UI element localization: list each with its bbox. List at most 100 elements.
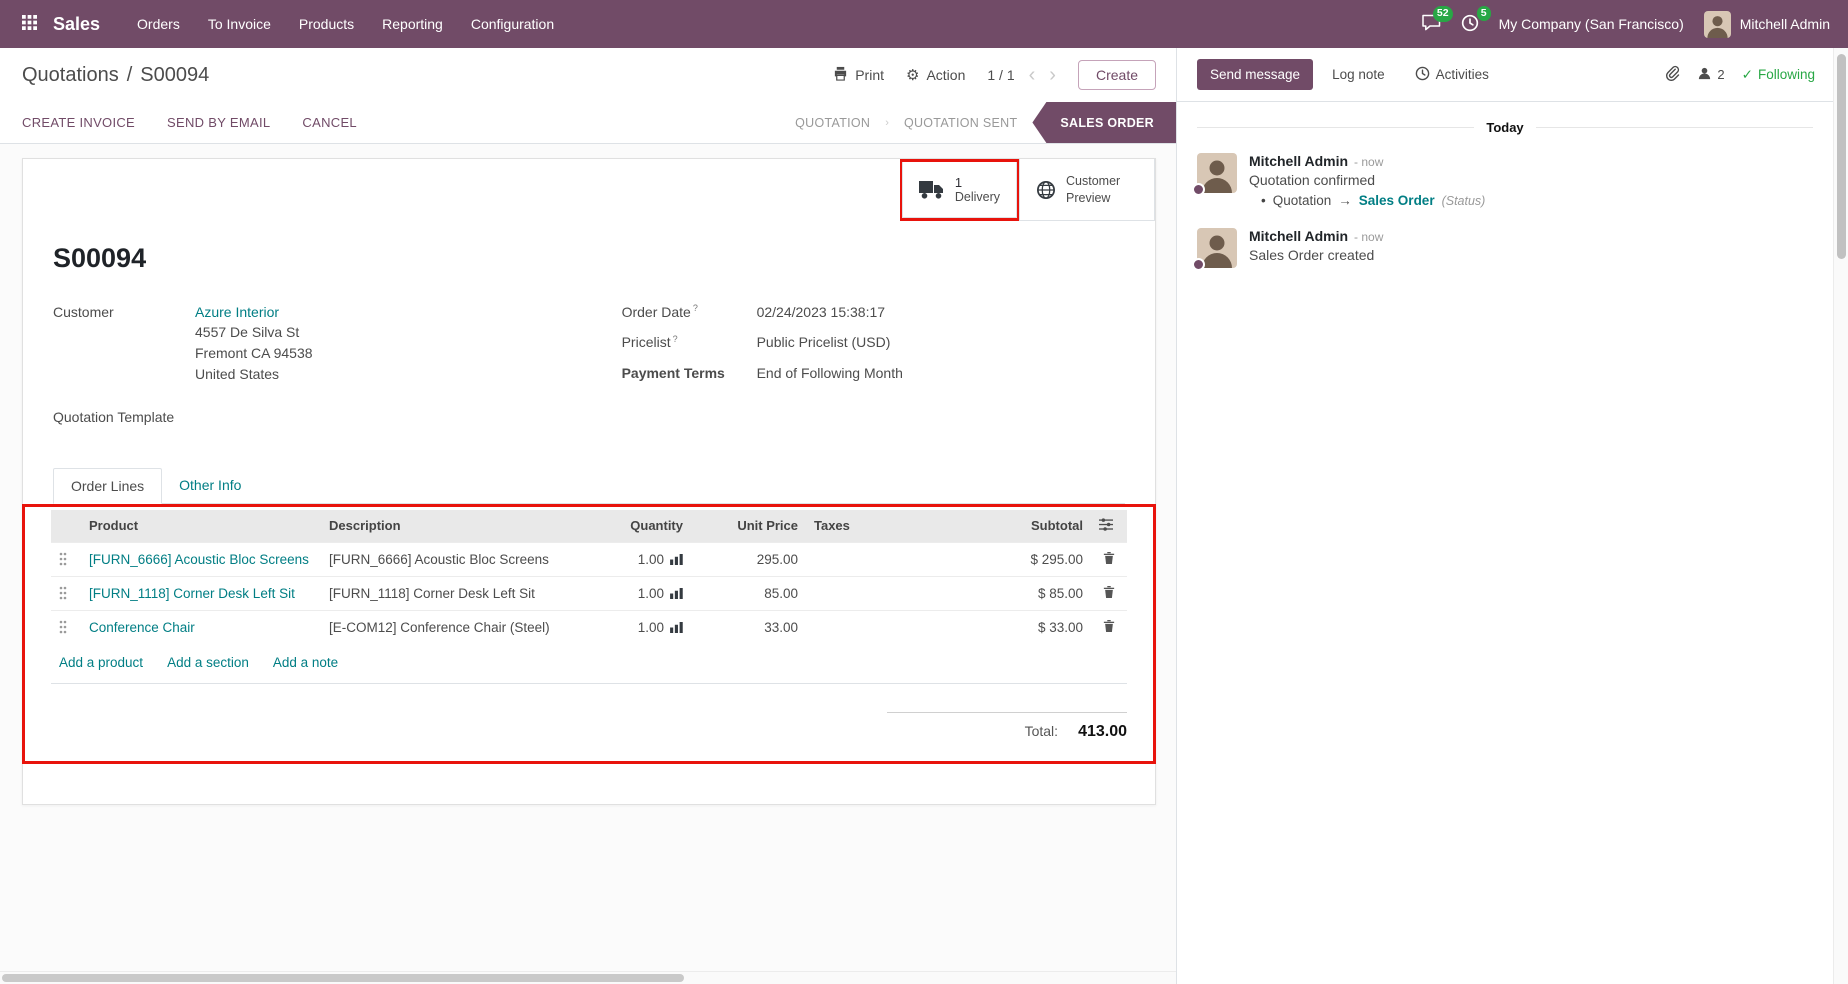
drag-handle-icon[interactable] <box>59 586 73 600</box>
apps-menu-button[interactable] <box>14 9 45 39</box>
taxes-cell[interactable] <box>806 575 956 611</box>
log-note-button[interactable]: Log note <box>1321 59 1396 90</box>
add-a-note-link[interactable]: Add a note <box>272 654 339 670</box>
column-unit-price[interactable]: Unit Price <box>691 509 806 543</box>
table-row[interactable]: [FURN_6666] Acoustic Bloc Screens [FURN_… <box>51 541 1127 577</box>
column-product[interactable]: Product <box>81 509 321 543</box>
status-quotation-sent[interactable]: QUOTATION SENT <box>889 102 1032 143</box>
tab-other-info[interactable]: Other Info <box>162 468 258 503</box>
payment-terms-value[interactable]: End of Following Month <box>756 364 903 381</box>
vertical-scrollbar[interactable] <box>1833 48 1848 984</box>
send-message-button[interactable]: Send message <box>1197 59 1314 90</box>
drag-handle-icon[interactable] <box>59 552 73 566</box>
create-invoice-button[interactable]: CREATE INVOICE <box>22 115 136 130</box>
order-date-label: Order Date? <box>621 303 698 320</box>
message-author[interactable]: Mitchell Admin <box>1249 228 1349 244</box>
order-date-value[interactable]: 02/24/2023 15:38:17 <box>756 304 886 320</box>
cancel-button[interactable]: CANCEL <box>302 115 357 130</box>
status-sales-order[interactable]: SALES ORDER <box>1032 102 1176 143</box>
customer-preview-smart-button[interactable]: Customer Preview <box>1019 159 1155 221</box>
delete-row-icon[interactable] <box>1103 619 1115 633</box>
quantity-cell[interactable]: 1.00 <box>637 585 664 601</box>
chatter-panel: Send message Log note Activities <box>1176 48 1833 984</box>
pricelist-value[interactable]: Public Pricelist (USD) <box>756 334 891 351</box>
tab-order-lines[interactable]: Order Lines <box>53 467 163 504</box>
breadcrumb-parent[interactable]: Quotations <box>22 63 119 86</box>
table-row[interactable]: Conference Chair [E-COM12] Conference Ch… <box>51 609 1127 644</box>
taxes-cell[interactable] <box>806 609 956 644</box>
handle-column-header <box>51 509 81 543</box>
attachments-button[interactable] <box>1664 65 1680 84</box>
followers-button[interactable]: 2 <box>1697 66 1725 84</box>
quantity-cell[interactable]: 1.00 <box>637 551 664 567</box>
send-by-email-button[interactable]: SEND BY EMAIL <box>167 115 271 130</box>
quotation-template-label: Quotation Template <box>53 409 175 426</box>
unit-price-cell[interactable]: 295.00 <box>691 541 806 577</box>
user-menu[interactable]: Mitchell Admin <box>1703 10 1830 38</box>
column-taxes[interactable]: Taxes <box>806 509 956 543</box>
nav-item-products[interactable]: Products <box>286 9 367 39</box>
quantity-cell[interactable]: 1.00 <box>637 619 664 635</box>
sliders-icon <box>1099 517 1113 531</box>
nav-item-configuration[interactable]: Configuration <box>458 9 567 39</box>
nav-item-orders[interactable]: Orders <box>124 9 193 39</box>
forecast-chart-icon[interactable] <box>670 553 683 565</box>
form-sheet: 1 Delivery Customer Preview S00094 <box>22 158 1156 805</box>
column-subtotal[interactable]: Subtotal <box>956 509 1091 543</box>
message-time: - now <box>1354 230 1384 244</box>
following-button[interactable]: ✓ Following <box>1742 67 1815 83</box>
description-cell[interactable]: [E-COM12] Conference Chair (Steel) <box>321 609 581 644</box>
unit-price-cell[interactable]: 85.00 <box>691 575 806 611</box>
pager-previous-icon[interactable]: ‹ <box>1028 64 1036 86</box>
drag-handle-icon[interactable] <box>59 620 73 634</box>
activities-button[interactable]: 5 <box>1461 5 1491 35</box>
taxes-cell[interactable] <box>806 541 956 577</box>
delivery-smart-button[interactable]: 1 Delivery <box>901 162 1017 218</box>
add-a-product-link[interactable]: Add a product <box>59 654 144 670</box>
delivery-label: Delivery <box>954 190 1000 204</box>
total-label: Total: <box>1024 722 1059 739</box>
message-author[interactable]: Mitchell Admin <box>1249 153 1349 169</box>
customer-link[interactable]: Azure Interior <box>195 304 280 320</box>
activities-schedule-button[interactable]: Activities <box>1404 58 1500 92</box>
table-row[interactable]: [FURN_1118] Corner Desk Left Sit [FURN_1… <box>51 575 1127 611</box>
statusbar: QUOTATION › QUOTATION SENT SALES ORDER <box>780 102 1176 143</box>
avatar <box>1192 228 1237 271</box>
pricelist-label: Pricelist? <box>621 333 678 351</box>
delete-row-icon[interactable] <box>1103 585 1115 599</box>
nav-item-reporting[interactable]: Reporting <box>369 9 456 39</box>
description-cell[interactable]: [FURN_6666] Acoustic Bloc Screens <box>321 541 581 577</box>
help-marker: ? <box>672 333 678 344</box>
vertical-scrollbar-thumb[interactable] <box>1837 54 1846 259</box>
create-button[interactable]: Create <box>1077 60 1156 90</box>
status-quotation[interactable]: QUOTATION <box>780 102 885 143</box>
forecast-chart-icon[interactable] <box>670 621 683 633</box>
pager-next-icon[interactable]: › <box>1049 64 1056 86</box>
column-description[interactable]: Description <box>321 509 581 543</box>
nav-item-to-invoice[interactable]: To Invoice <box>195 9 284 39</box>
check-icon: ✓ <box>1741 66 1753 82</box>
following-label: Following <box>1757 67 1815 82</box>
total-value: 413.00 <box>1078 722 1127 740</box>
column-quantity[interactable]: Quantity <box>581 509 691 543</box>
horizontal-scrollbar-thumb[interactable] <box>2 974 685 982</box>
avatar <box>1192 153 1237 196</box>
chatter-message: Mitchell Admin - now Quotation confirmed… <box>1177 141 1833 216</box>
messages-button[interactable]: 52 <box>1421 6 1453 34</box>
product-cell[interactable]: [FURN_6666] Acoustic Bloc Screens <box>89 551 309 567</box>
company-switcher[interactable]: My Company (San Francisco) <box>1498 16 1684 32</box>
unit-price-cell[interactable]: 33.00 <box>691 609 806 644</box>
action-button[interactable]: ⚙ Action <box>906 66 965 84</box>
delete-row-icon[interactable] <box>1103 551 1115 565</box>
description-cell[interactable]: [FURN_1118] Corner Desk Left Sit <box>321 575 581 611</box>
message-count-badge: 52 <box>1432 6 1453 22</box>
product-cell[interactable]: Conference Chair <box>89 619 195 635</box>
forecast-chart-icon[interactable] <box>670 587 683 599</box>
optional-columns-button[interactable] <box>1091 509 1127 543</box>
app-name[interactable]: Sales <box>53 13 101 34</box>
product-cell[interactable]: [FURN_1118] Corner Desk Left Sit <box>89 585 295 601</box>
horizontal-scrollbar[interactable] <box>0 971 1176 984</box>
add-a-section-link[interactable]: Add a section <box>167 654 249 670</box>
print-button[interactable]: Print <box>833 66 884 84</box>
tracking-new-value: Sales Order <box>1358 193 1435 208</box>
